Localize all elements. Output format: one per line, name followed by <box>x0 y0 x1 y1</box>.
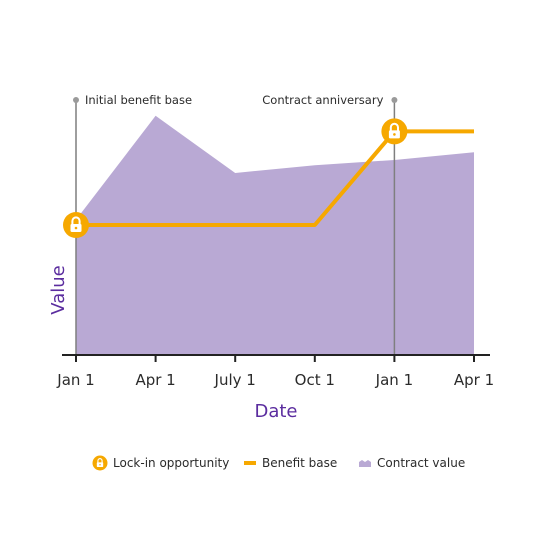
line-swatch-icon <box>244 461 256 465</box>
legend-label-contract-value: Contract value <box>377 456 465 470</box>
benefit-base-line <box>76 129 474 227</box>
legend-item-contract-value: Contract value <box>359 456 465 470</box>
area-swatch-icon <box>359 460 371 467</box>
contract-value-area <box>76 115 474 355</box>
x-tick-label: Jan 1 <box>375 371 413 389</box>
x-tick-label: Jan 1 <box>56 371 94 389</box>
legend-item-lock-in: Lock-in opportunity <box>92 455 229 471</box>
x-tick-label: Oct 1 <box>295 371 335 389</box>
x-axis-title: Date <box>254 401 297 422</box>
legend-label-lock-in: Lock-in opportunity <box>113 456 229 470</box>
x-tick-label: July 1 <box>214 371 256 389</box>
y-axis-title: Value <box>48 265 69 314</box>
annotation-initial-benefit-base: Initial benefit base <box>85 93 192 107</box>
lock-icon <box>381 118 408 145</box>
annotation-dot-initial <box>73 97 79 103</box>
annotation-contract-anniversary: Contract anniversary <box>262 93 383 107</box>
x-tick-label: Apr 1 <box>135 371 175 389</box>
lock-icon <box>92 455 108 471</box>
lock-icon <box>63 212 89 238</box>
x-tick-label: Apr 1 <box>454 371 494 389</box>
x-axis-ticks: Jan 1 Apr 1 July 1 Oct 1 Jan 1 Apr 1 <box>56 355 494 389</box>
legend-label-benefit-base: Benefit base <box>262 456 337 470</box>
annotation-dot-anniversary <box>391 97 398 103</box>
legend: Lock-in opportunity Benefit base Contrac… <box>92 455 465 471</box>
lock-icon <box>92 455 108 471</box>
legend-item-benefit-base: Benefit base <box>244 456 337 470</box>
lock-in-markers <box>63 118 408 238</box>
